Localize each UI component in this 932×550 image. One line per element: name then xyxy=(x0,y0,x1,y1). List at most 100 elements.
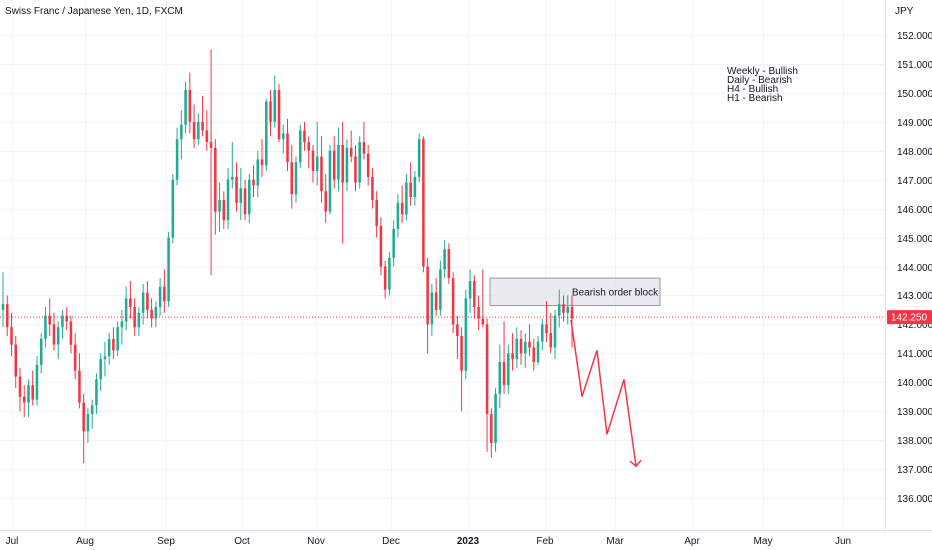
candle-body xyxy=(541,324,544,342)
candles xyxy=(0,49,885,464)
candle-body xyxy=(27,385,30,403)
candle-body xyxy=(443,249,446,270)
candle-body xyxy=(205,130,209,143)
currency-label: JPY xyxy=(895,6,914,17)
bias-note: H1 - Bearish xyxy=(727,93,783,104)
candle-body xyxy=(273,89,277,122)
y-tick-label: 139.000 xyxy=(897,407,932,418)
candle-body xyxy=(311,150,315,172)
candle-body xyxy=(116,327,119,351)
y-tick-label: 138.000 xyxy=(897,436,932,447)
candle-body xyxy=(248,179,251,215)
candle-body xyxy=(320,156,323,192)
candle-body xyxy=(468,280,472,299)
candle-body xyxy=(451,278,455,325)
y-tick-label: 149.000 xyxy=(897,118,932,129)
candle-body xyxy=(485,324,489,415)
axes xyxy=(0,0,932,531)
candle-body xyxy=(337,144,340,180)
candle-body xyxy=(439,269,442,310)
y-tick-label: 137.000 xyxy=(897,465,932,476)
candle-body xyxy=(188,89,192,122)
candle-body xyxy=(392,228,395,258)
x-tick-label: Jun xyxy=(835,536,851,547)
candle-body xyxy=(133,307,136,328)
candle-body xyxy=(209,142,213,148)
candle-body xyxy=(35,364,39,400)
candle-body xyxy=(163,286,166,302)
candle-body xyxy=(349,147,353,157)
candle-body xyxy=(103,356,107,360)
candle-body xyxy=(345,147,349,183)
candle-body xyxy=(328,150,332,212)
x-tick-label: Nov xyxy=(307,536,325,547)
candle-body xyxy=(562,304,565,313)
candle-body xyxy=(22,396,26,403)
candle-body xyxy=(566,307,570,313)
candle-body xyxy=(417,139,421,177)
candle-body xyxy=(82,402,85,432)
candle-body xyxy=(371,176,374,200)
candle-body xyxy=(553,315,557,348)
x-tick-label: Jul xyxy=(6,536,19,547)
candle-body xyxy=(362,142,366,154)
candle-body xyxy=(158,286,162,308)
x-tick-label: 2023 xyxy=(457,536,480,547)
x-tick-label: Sep xyxy=(157,536,175,547)
candle-body xyxy=(137,312,141,328)
candle-body xyxy=(366,153,370,177)
candle-body xyxy=(214,147,217,212)
candle-body xyxy=(260,159,264,166)
projection-layer xyxy=(570,319,642,468)
candle-body xyxy=(290,162,294,195)
candle-body xyxy=(549,333,553,348)
y-tick-label: 152.000 xyxy=(897,31,932,42)
candle-body xyxy=(243,188,247,215)
candle-body xyxy=(315,156,319,172)
y-ticks: 136.000 137.000 138.000 139.000 140.000 141.0… xyxy=(897,31,932,505)
candle-body xyxy=(294,162,298,195)
candle-body xyxy=(39,338,43,365)
candle-body xyxy=(473,280,476,308)
x-tick-label: May xyxy=(754,536,773,547)
candle-body xyxy=(307,142,311,151)
candle-body xyxy=(218,199,221,212)
x-tick-label: Aug xyxy=(76,536,94,547)
candle-body xyxy=(197,121,200,140)
candle-body xyxy=(231,176,234,180)
candle-body xyxy=(557,304,561,316)
candle-body xyxy=(48,315,51,325)
x-tick-label: Feb xyxy=(536,536,554,547)
candle-body xyxy=(383,266,387,290)
candle-body xyxy=(498,361,502,394)
last-price-value: 142.250 xyxy=(891,313,928,324)
candle-body xyxy=(494,393,497,444)
candle-body xyxy=(379,225,383,267)
candle-body xyxy=(434,292,438,310)
candle-body xyxy=(150,309,153,319)
bias-note: Daily - Bearish xyxy=(727,75,792,86)
candle-body xyxy=(413,176,417,198)
candle-body xyxy=(515,338,519,360)
candle-body xyxy=(430,292,434,325)
y-tick-label: 136.000 xyxy=(897,494,932,505)
candle-body xyxy=(354,156,357,183)
candle-body xyxy=(5,304,9,328)
candle-body xyxy=(78,370,81,403)
bias-note: Weekly - Bullish xyxy=(727,66,798,77)
x-tick-label: Dec xyxy=(382,536,400,547)
candle-body xyxy=(86,414,90,432)
candle-body xyxy=(146,292,149,310)
candle-body xyxy=(10,327,13,345)
candle-body xyxy=(388,257,391,290)
candle-body xyxy=(201,121,204,131)
candle-body xyxy=(409,182,412,198)
x-tick-label: Oct xyxy=(234,536,250,547)
candle-body xyxy=(56,327,60,345)
y-tick-label: 151.000 xyxy=(897,60,932,71)
candle-body xyxy=(332,150,336,180)
candle-body xyxy=(112,338,115,351)
bias-notes: Bearish order block Weekly - BullishDaily… xyxy=(572,66,798,298)
x-tick-label: Apr xyxy=(684,536,700,547)
